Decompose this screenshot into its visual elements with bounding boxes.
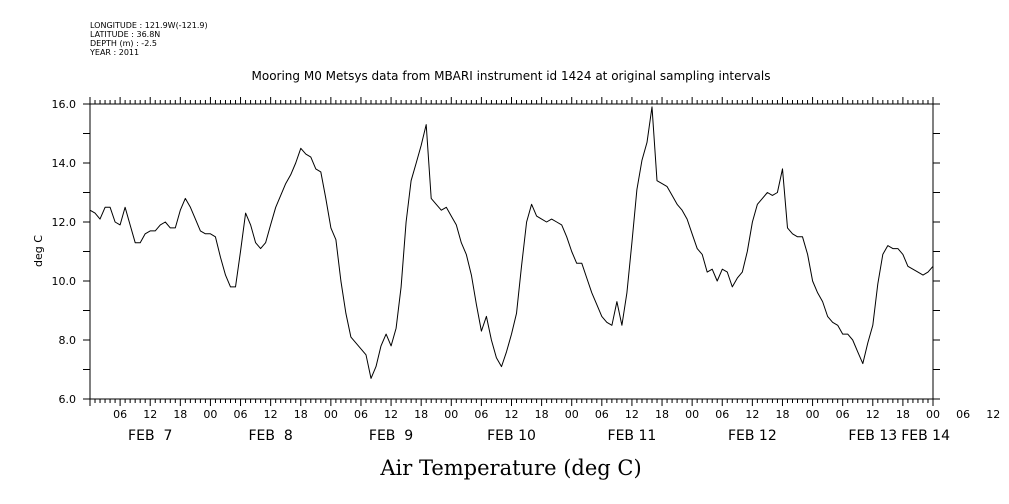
x-hour-label: 06 bbox=[715, 408, 729, 421]
x-hour-label: 06 bbox=[354, 408, 368, 421]
metadata-block: LONGITUDE : 121.9W(-121.9) LATITUDE : 36… bbox=[90, 21, 208, 57]
y-tick-label: 14.0 bbox=[52, 157, 77, 170]
x-hour-label: 12 bbox=[264, 408, 278, 421]
x-hour-label: 06 bbox=[234, 408, 248, 421]
x-hour-label: 12 bbox=[625, 408, 639, 421]
x-day-label: FEB 11 bbox=[608, 428, 657, 444]
x-hour-label: 12 bbox=[986, 408, 1000, 421]
y-tick-label: 8.0 bbox=[59, 334, 77, 347]
x-hour-label: 12 bbox=[866, 408, 880, 421]
x-axis: 06 12 18 00 06 12 18 00 06 12 18 00 06 12 18 00 06 12 18 00… bbox=[89, 97, 1000, 444]
x-hour-label: 18 bbox=[535, 408, 549, 421]
x-hour-label: 12 bbox=[745, 408, 759, 421]
x-day-label: FEB 14 bbox=[901, 428, 950, 444]
x-day-label: FEB 10 bbox=[487, 428, 536, 444]
x-hour-label: 06 bbox=[956, 408, 970, 421]
x-hour-label: 18 bbox=[173, 408, 187, 421]
x-hour-label: 06 bbox=[595, 408, 609, 421]
chart-title: Mooring M0 Metsys data from MBARI instru… bbox=[252, 69, 771, 83]
x-hour-label: 18 bbox=[294, 408, 308, 421]
longitude-text: LONGITUDE : 121.9W(-121.9) bbox=[90, 21, 208, 30]
y-tick-label: 16.0 bbox=[52, 98, 77, 111]
x-hour-label: 18 bbox=[896, 408, 910, 421]
series-line-0 bbox=[89, 106, 934, 379]
x-hour-label: 00 bbox=[444, 408, 458, 421]
depth-text: DEPTH (m) : -2.5 bbox=[90, 39, 157, 48]
x-hour-label: 06 bbox=[113, 408, 127, 421]
x-axis-label: Air Temperature (deg C) bbox=[379, 456, 641, 480]
x-hour-label: 12 bbox=[384, 408, 398, 421]
x-hour-label: 06 bbox=[474, 408, 488, 421]
x-hour-label: 00 bbox=[685, 408, 699, 421]
year-text: YEAR : 2011 bbox=[90, 48, 140, 57]
x-hour-label: 06 bbox=[836, 408, 850, 421]
x-day-label: FEB 12 bbox=[728, 428, 777, 444]
x-day-label: FEB 13 bbox=[848, 428, 897, 444]
x-hour-label: 18 bbox=[414, 408, 428, 421]
x-hour-label: 00 bbox=[324, 408, 338, 421]
x-hour-label: 00 bbox=[565, 408, 579, 421]
latitude-text: LATITUDE : 36.8N bbox=[90, 30, 161, 39]
x-hour-label: 12 bbox=[143, 408, 157, 421]
x-hour-label: 18 bbox=[775, 408, 789, 421]
x-hour-label: 12 bbox=[505, 408, 519, 421]
x-hour-label: 00 bbox=[926, 408, 940, 421]
y-axis-label: deg C bbox=[32, 235, 45, 267]
y-tick-label: 10.0 bbox=[52, 275, 77, 288]
x-hour-label: 00 bbox=[806, 408, 820, 421]
y-tick-label: 6.0 bbox=[59, 393, 77, 406]
y-tick-label: 12.0 bbox=[52, 216, 77, 229]
y-axis: 6.0 8.0 10.0 12.0 14.0 16.0 bbox=[52, 98, 940, 406]
x-hour-label: 18 bbox=[655, 408, 669, 421]
x-day-label: FEB 7 bbox=[128, 428, 172, 444]
x-day-label: FEB 9 bbox=[369, 428, 413, 444]
series-layer bbox=[89, 106, 934, 379]
x-hour-label: 00 bbox=[203, 408, 217, 421]
x-day-label: FEB 8 bbox=[248, 428, 292, 444]
